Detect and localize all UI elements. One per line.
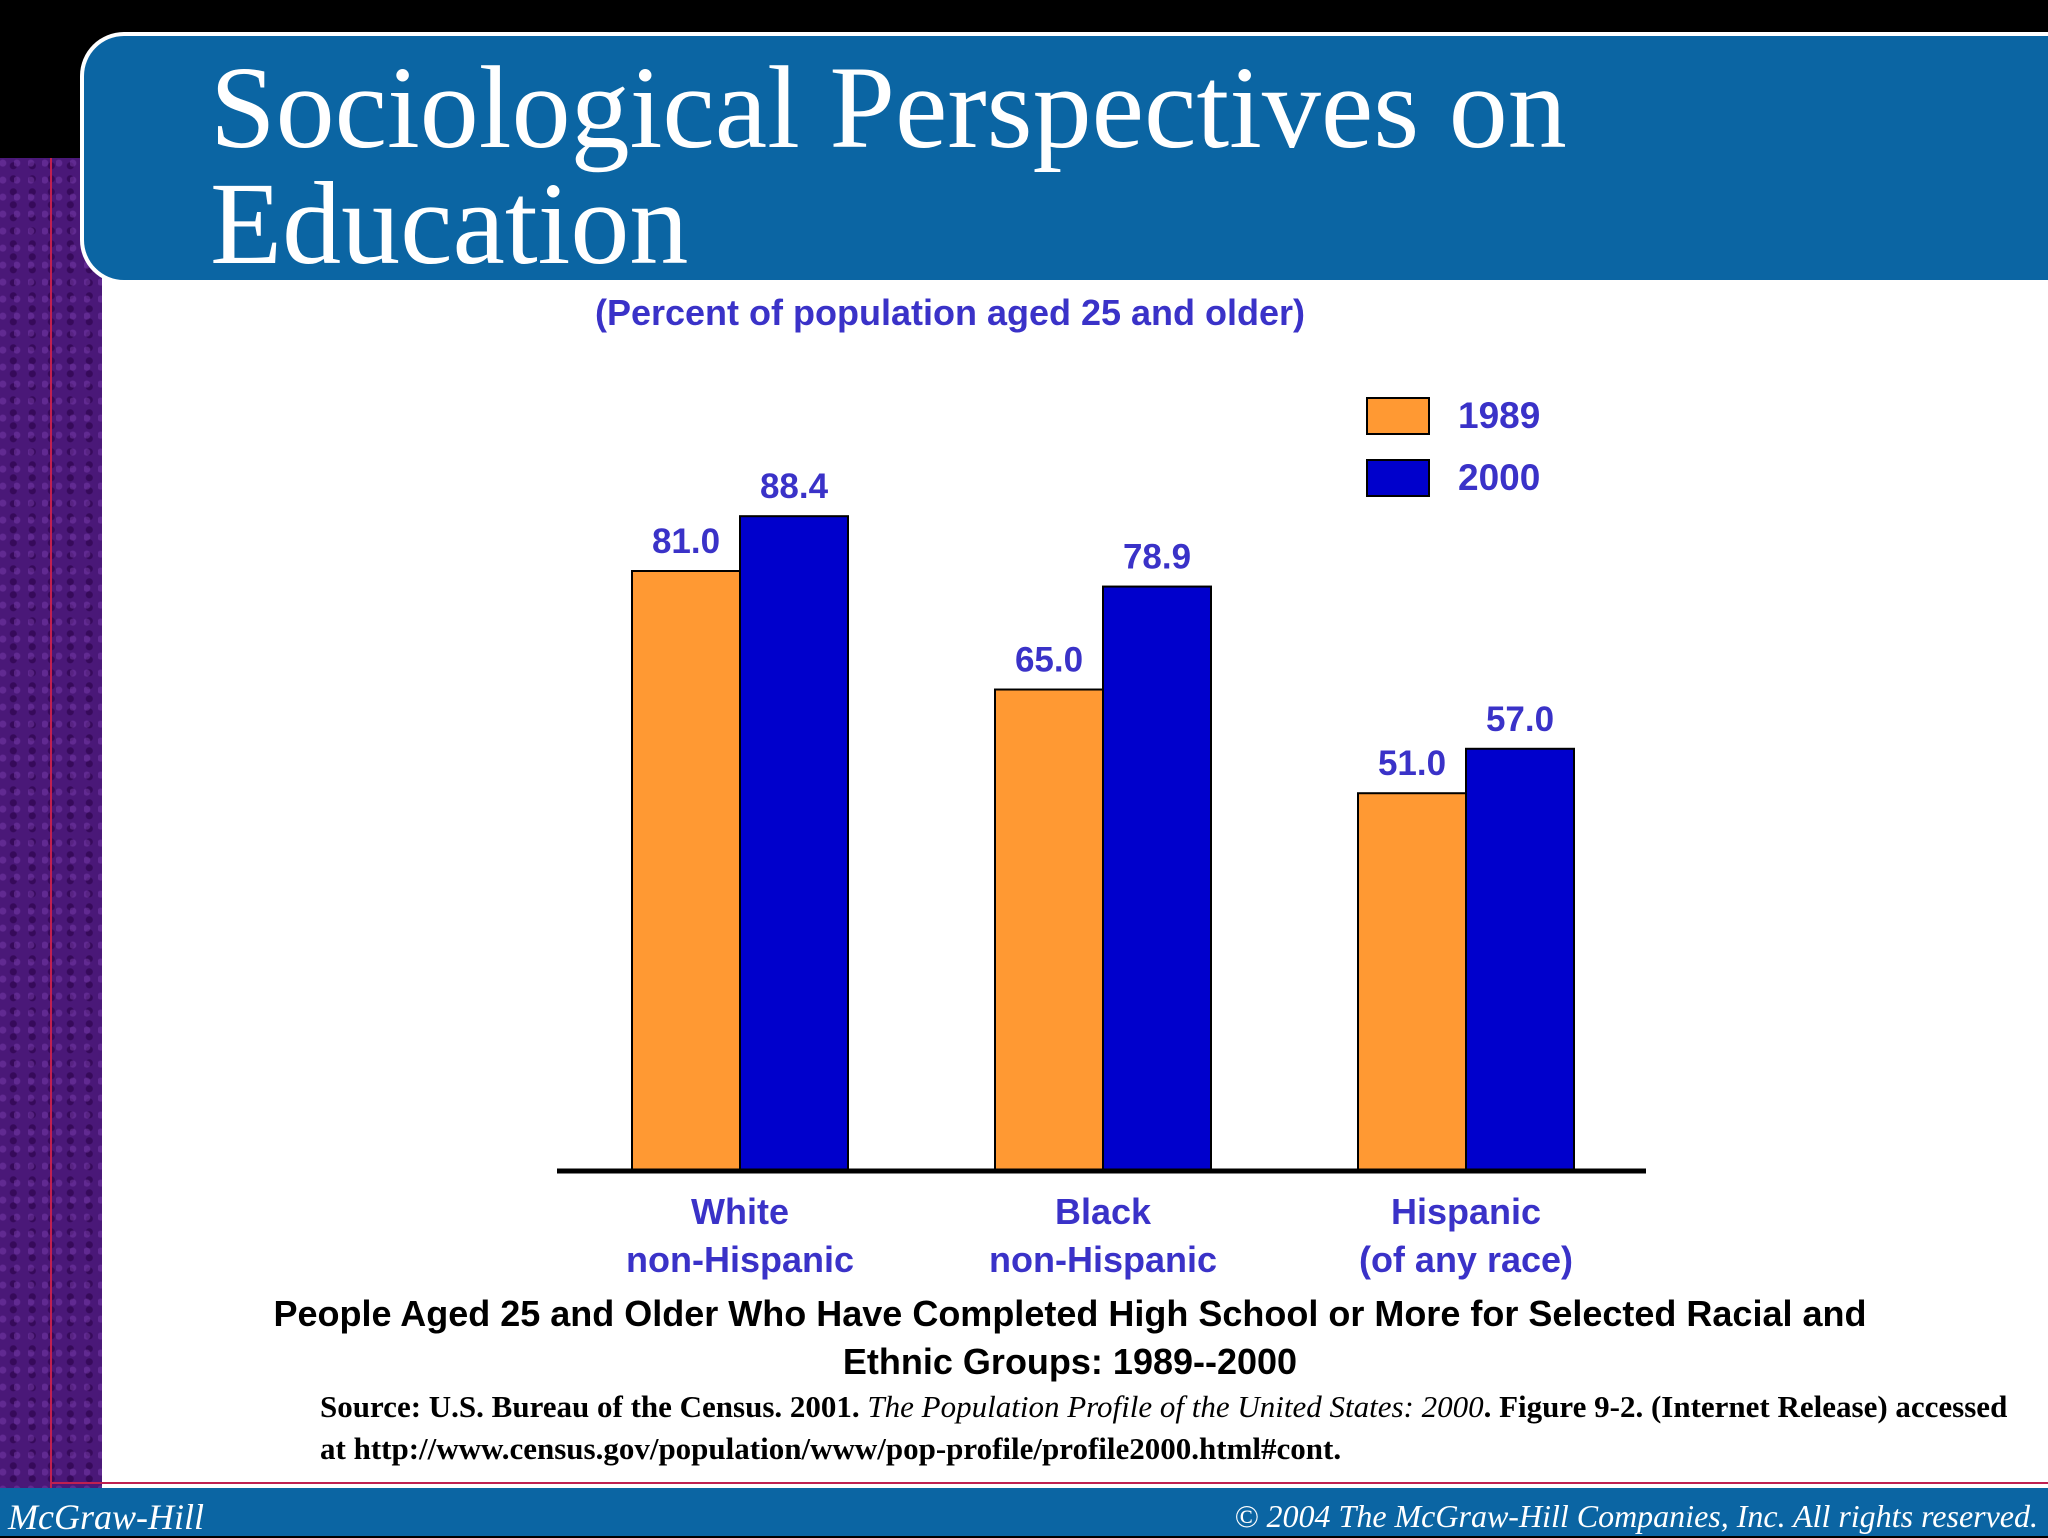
data-label-2000-2: 57.0	[1486, 700, 1554, 739]
legend-label-2000: 2000	[1458, 457, 1540, 498]
bar-1989-2	[1357, 792, 1467, 1172]
chart-subtitle: (Percent of population aged 25 and older…	[594, 292, 1306, 333]
bar-1989-1	[994, 688, 1104, 1172]
category-label-1-1: non-Hispanic	[989, 1239, 1217, 1280]
data-label-1989-1: 65.0	[1015, 641, 1083, 680]
content-bottom-border	[50, 1482, 2048, 1484]
chart-caption: People Aged 25 and Older Who Have Comple…	[273, 1293, 1867, 1382]
source-prefix: Source: U.S. Bureau of the Census. 2001.	[320, 1389, 868, 1424]
source-suffix: . Figure 9-2. (Internet Release) accesse…	[320, 1389, 2008, 1466]
slide-title: Sociological Perspectives on Education	[210, 42, 1567, 289]
category-label-2-1: (of any race)	[1359, 1239, 1573, 1280]
category-label-0-0: White	[691, 1191, 789, 1232]
bar-2000-0	[739, 515, 849, 1172]
side-border-line	[50, 158, 52, 1488]
title-bar	[80, 32, 2048, 284]
bar-1989-0	[631, 570, 741, 1172]
legend-label-1989: 1989	[1458, 395, 1540, 436]
legend-swatch-2000	[1366, 459, 1430, 497]
category-label-0-1: non-Hispanic	[626, 1239, 854, 1280]
bar-2000-2	[1465, 747, 1575, 1172]
source-title: The Population Profile of the United Sta…	[867, 1389, 1484, 1424]
bar-2000-1	[1102, 585, 1212, 1172]
data-label-2000-0: 88.4	[760, 467, 829, 506]
legend-swatch-1989	[1366, 397, 1430, 435]
data-label-1989-2: 51.0	[1378, 744, 1446, 783]
footer-bar	[0, 1488, 2048, 1536]
data-label-2000-1: 78.9	[1123, 538, 1191, 577]
data-label-1989-0: 81.0	[652, 522, 720, 561]
category-label-1-0: Black	[1055, 1191, 1152, 1232]
category-label-2-0: Hispanic	[1391, 1191, 1541, 1232]
copyright-notice: © 2004 The McGraw-Hill Companies, Inc. A…	[1234, 1498, 2038, 1534]
chart-source: Source: U.S. Bureau of the Census. 2001.…	[320, 1386, 2020, 1470]
publisher-name: McGraw-Hill	[8, 1497, 204, 1537]
